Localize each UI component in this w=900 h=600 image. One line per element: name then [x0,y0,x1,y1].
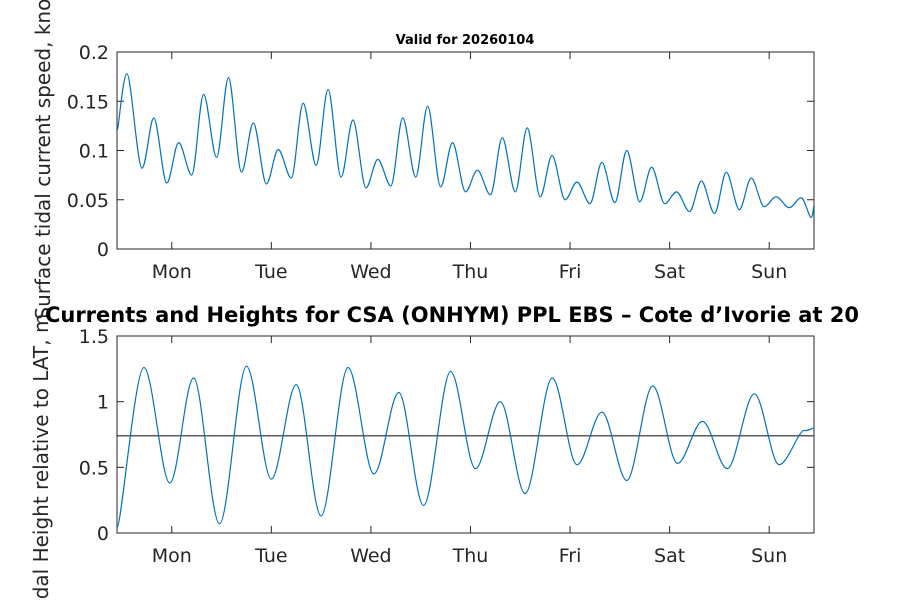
x-tick-label: Tue [254,261,287,283]
y-axis-label: Surface tidal current speed, knots [31,0,55,320]
x-tick-label: Thu [452,261,489,283]
x-tick-label: Fri [559,545,582,567]
x-tick-label: Mon [152,261,192,283]
y-tick-label: 0.2 [79,42,109,64]
x-tick-label: Sun [751,545,787,567]
y-tick-label: 0.1 [79,141,109,163]
x-tick-label: Wed [350,261,391,283]
y-tick-label: 0 [97,523,109,545]
current-speed-series-line [117,73,814,219]
chart-title: Valid for 20260104 [396,33,535,48]
tidal-height-chart: 0 0.5 1 1.5 Mon Tue Wed Thu Fri Sat Sun Tidal Heigh… [29,303,859,600]
x-tick-label: Mon [152,545,192,567]
tidal-height-series-line [117,365,814,529]
current-speed-chart: 0 0.05 0.1 0.15 0.2 Mon Tue Wed Thu Fri Sat Sun Surf… [31,0,815,320]
x-tick-label: Tue [254,545,287,567]
y-tick-label: 1.5 [79,326,109,348]
x-tick-label: Sun [751,261,787,283]
y-tick-label: 0.5 [79,457,109,479]
axes-frame [116,335,815,534]
x-tick-label: Sat [654,545,685,567]
chart-title: Currents and Heights for CSA (ONHYM) PPL… [45,303,859,327]
y-tick-label: 0.05 [67,190,109,212]
y-tick-label: 0 [97,239,109,261]
y-axis-label: Tidal Height relative to LAT, m [29,314,53,600]
x-tick-label: Sat [654,261,685,283]
y-tick-label: 1 [97,392,109,414]
x-tick-label: Thu [452,545,489,567]
x-tick-label: Wed [350,545,391,567]
x-tick-label: Fri [559,261,582,283]
y-tick-label: 0.15 [67,91,109,113]
